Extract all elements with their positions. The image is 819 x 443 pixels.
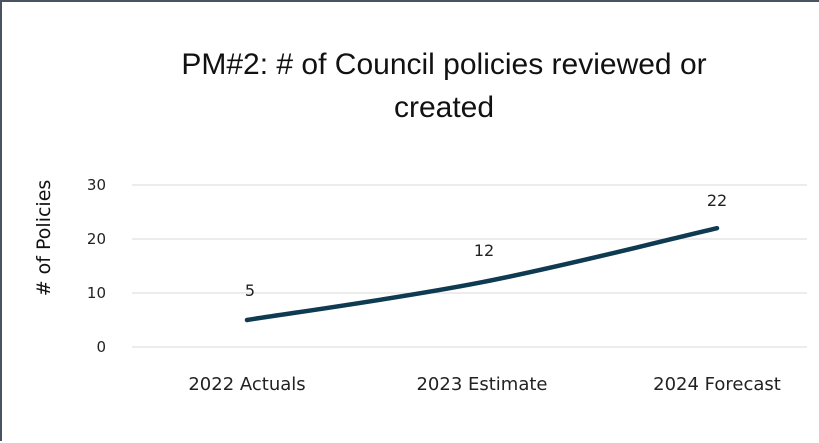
y-tick-label: 10 bbox=[87, 284, 106, 302]
data-labels: 5 12 22 bbox=[245, 191, 727, 300]
series-group bbox=[244, 225, 720, 323]
y-tick-labels: 0 10 20 30 bbox=[87, 176, 106, 356]
chart-title-line-2: created bbox=[394, 91, 494, 124]
chart-title-line-1: PM#2: # of Council policies reviewed or bbox=[181, 48, 706, 81]
y-tick-label: 0 bbox=[96, 338, 106, 356]
gridlines bbox=[132, 184, 807, 348]
data-label: 22 bbox=[707, 191, 727, 210]
data-label: 12 bbox=[474, 241, 494, 260]
y-tick-label: 30 bbox=[87, 176, 106, 194]
y-tick-label: 20 bbox=[87, 230, 106, 248]
data-label: 5 bbox=[245, 281, 255, 300]
x-tick-label: 2022 Actuals bbox=[188, 374, 305, 395]
x-tick-labels: 2022 Actuals 2023 Estimate 2024 Forecast bbox=[188, 374, 781, 395]
x-tick-label: 2024 Forecast bbox=[653, 374, 781, 395]
y-axis-label: # of Policies bbox=[33, 180, 55, 297]
x-tick-label: 2023 Estimate bbox=[416, 374, 547, 395]
series-line bbox=[244, 225, 720, 323]
